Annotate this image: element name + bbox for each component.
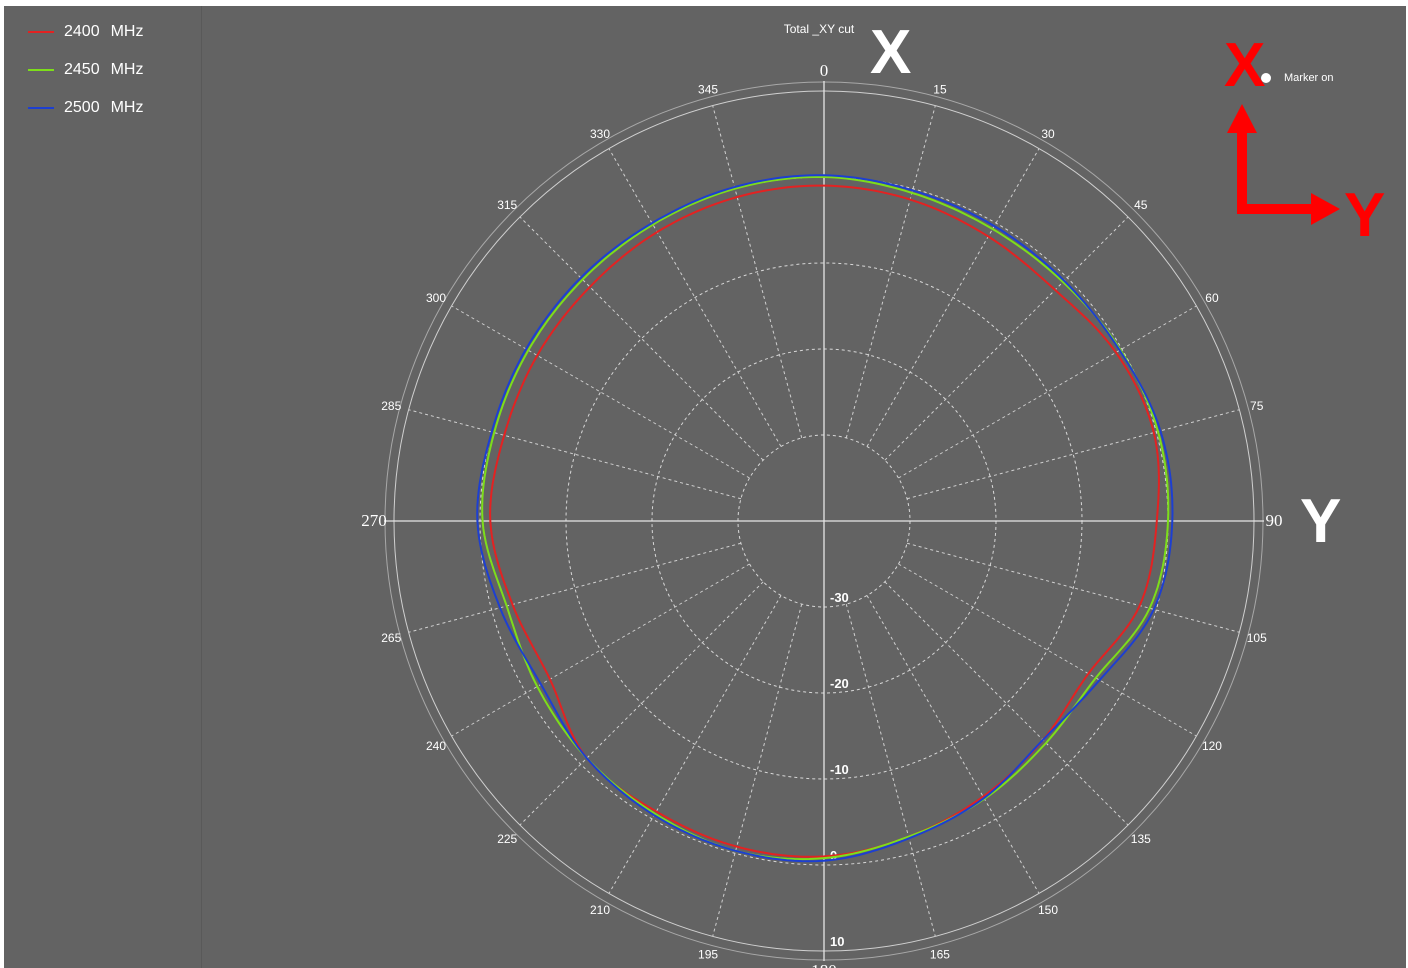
angle-tick-label: 240 — [426, 739, 446, 753]
angle-tick-label: 315 — [497, 198, 517, 212]
marker-dot-icon[interactable] — [1261, 73, 1271, 83]
x-axis-overlay-label: X — [870, 18, 911, 87]
angle-tick-label: 210 — [590, 903, 610, 917]
angle-tick-label: 180 — [811, 961, 837, 968]
radial-tick-label: -20 — [830, 676, 849, 691]
y-red-label: Y — [1344, 181, 1385, 250]
minor-spoke — [451, 305, 750, 479]
minor-spoke — [884, 581, 1129, 826]
angle-labels: 0 15 30 45 60 75 90 105 120 135 150 165 180 195 210 225… — [361, 61, 1282, 968]
angle-tick-label: 45 — [1134, 198, 1148, 212]
legend-item-2500[interactable]: 2500 MHz — [28, 98, 143, 118]
minor-spoke — [845, 105, 936, 439]
x-red-label: X — [1224, 31, 1265, 100]
legend-item-2450[interactable]: 2450 MHz — [28, 60, 143, 80]
radial-tick-label: -30 — [830, 590, 849, 605]
angle-tick-label: 330 — [590, 127, 610, 141]
marker-label: Marker on — [1284, 72, 1334, 84]
angle-tick-label: 75 — [1250, 399, 1264, 413]
legend-unit-2400: MHz — [110, 23, 144, 40]
polar-grid — [384, 81, 1264, 961]
legend-swatch-2450 — [28, 69, 54, 71]
legend-unit-2450: MHz — [110, 61, 144, 78]
angle-tick-label: 60 — [1205, 291, 1219, 305]
legend-label-2450: 2450 — [64, 61, 100, 78]
legend-panel: 2400 MHz 2450 MHz 2500 MHz — [4, 6, 202, 968]
minor-spoke — [898, 563, 1197, 737]
angle-tick-label: 270 — [361, 511, 387, 530]
angle-tick-label: 225 — [497, 832, 517, 846]
minor-spoke — [712, 603, 803, 937]
series-layer — [476, 174, 1174, 863]
orientation-arrows-icon: X Y — [1224, 31, 1385, 250]
angle-tick-label: 15 — [933, 82, 947, 96]
chart-title: Total _XY cut — [784, 22, 855, 36]
minor-spoke — [451, 563, 750, 737]
legend-swatch-2500 — [28, 107, 54, 109]
angle-tick-label: 195 — [698, 948, 718, 962]
angle-tick-label: 120 — [1202, 739, 1222, 753]
angle-tick-label: 265 — [381, 631, 401, 645]
legend-swatch-2400 — [28, 31, 54, 33]
angle-tick-label: 90 — [1266, 511, 1283, 530]
chart-window: 2400 MHz 2450 MHz 2500 MHz 0 15 30 45 60 75 90… — [4, 6, 1406, 968]
polar-chart: 0 15 30 45 60 75 90 105 120 135 150 165 180 195 210 225… — [361, 18, 1385, 968]
marker-toggle[interactable]: Marker on — [1261, 72, 1334, 84]
angle-tick-label: 285 — [381, 399, 401, 413]
y-axis-overlay-label: Y — [1300, 487, 1341, 556]
minor-spoke — [408, 542, 742, 633]
angle-tick-label: 105 — [1247, 631, 1267, 645]
radial-tick-label: -10 — [830, 762, 849, 777]
angle-tick-label: 300 — [426, 291, 446, 305]
legend-unit-2500: MHz — [110, 99, 144, 116]
minor-spoke — [898, 305, 1197, 479]
legend-label-2500: 2500 — [64, 99, 100, 116]
angle-tick-label: 0 — [820, 61, 829, 80]
minor-spoke — [906, 409, 1240, 500]
angle-tick-label: 135 — [1131, 832, 1151, 846]
angle-tick-label: 150 — [1038, 903, 1058, 917]
angle-tick-label: 30 — [1041, 127, 1055, 141]
series-line-2500 — [476, 174, 1174, 863]
series-line-2400 — [489, 184, 1160, 858]
legend-label-2400: 2400 — [64, 23, 100, 40]
angle-tick-label: 345 — [698, 82, 718, 96]
minor-spoke — [519, 216, 764, 461]
angle-tick-label: 165 — [930, 948, 950, 962]
legend-item-2400[interactable]: 2400 MHz — [28, 22, 143, 42]
radial-tick-label: 10 — [830, 934, 844, 949]
